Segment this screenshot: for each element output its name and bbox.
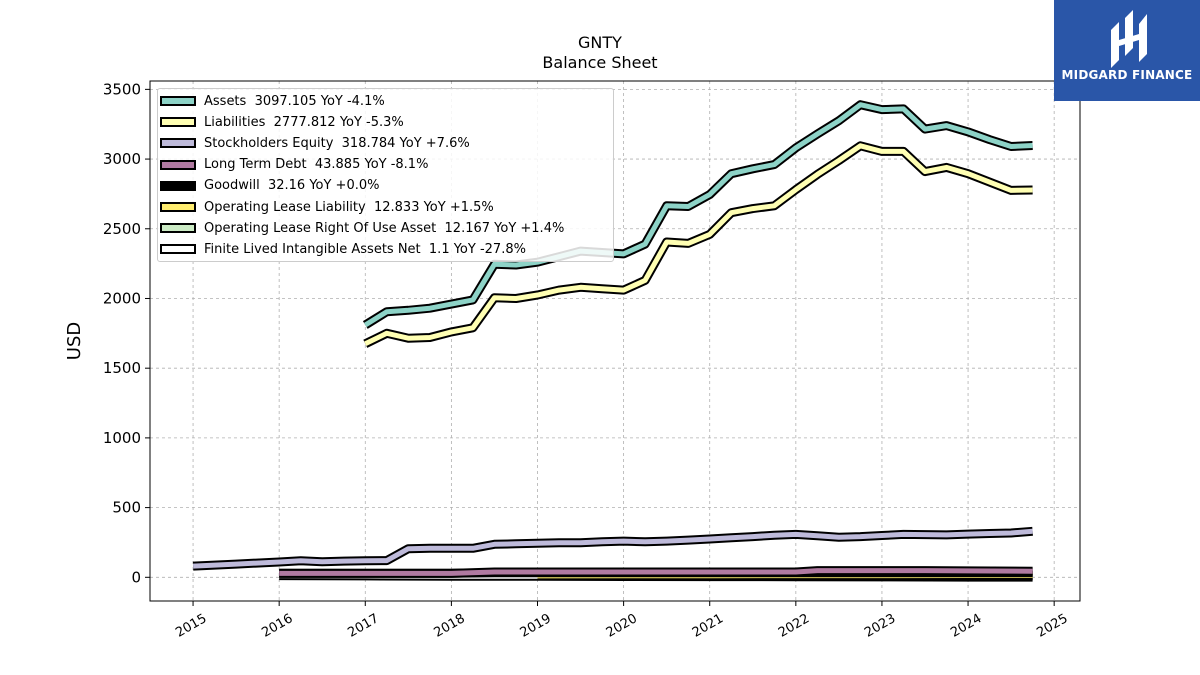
y-axis-label: USD <box>64 322 85 360</box>
chart-title: GNTY <box>578 33 622 52</box>
y-tick-label: 500 <box>112 499 141 517</box>
x-tick-label: 2015 <box>173 611 209 641</box>
y-tick-label: 0 <box>131 568 141 586</box>
legend-entry: Stockholders Equity 318.784 YoY +7.6% <box>158 133 470 153</box>
series-line-stockholders-equity <box>192 528 1033 569</box>
legend-entry: Assets 3097.105 YoY -4.1% <box>158 91 385 111</box>
x-tick-label: 2022 <box>776 611 812 641</box>
legend-swatch <box>160 202 196 212</box>
legend-swatch <box>160 159 196 170</box>
x-tick-label: 2018 <box>432 611 468 641</box>
legend-entry: Goodwill 32.16 YoY +0.0% <box>158 176 379 196</box>
y-tick-label: 1000 <box>103 429 141 447</box>
y-tick-label: 2500 <box>103 220 141 238</box>
legend-entry: Long Term Debt 43.885 YoY -8.1% <box>158 155 428 175</box>
legend-label: Goodwill 32.16 YoY +0.0% <box>204 178 380 194</box>
legend: Assets 3097.105 YoY -4.1% Liabilities 277… <box>157 88 614 262</box>
x-tick-label: 2016 <box>259 611 295 641</box>
x-tick-label: 2019 <box>518 611 554 641</box>
legend-label: Liabilities 2777.812 YoY -5.3% <box>204 114 404 130</box>
x-tick-label: 2017 <box>345 611 381 641</box>
legend-label: Operating Lease Liability 12.833 YoY +1.… <box>204 199 494 215</box>
series-line-liabilities <box>364 143 1033 347</box>
legend-entry: Operating Lease Right Of Use Asset 12.16… <box>158 218 564 238</box>
legend-label: Long Term Debt 43.885 YoY -8.1% <box>204 157 429 173</box>
y-tick-label: 3000 <box>103 150 141 168</box>
legend-swatch <box>160 138 196 149</box>
logo-text: MIDGARD FINANCE <box>1061 68 1193 82</box>
series-line-assets <box>363 102 1033 328</box>
legend-label: Stockholders Equity 318.784 YoY +7.6% <box>204 135 470 151</box>
plot-frame <box>149 80 1081 602</box>
legend-entry: Finite Lived Intangible Assets Net 1.1 Y… <box>158 239 526 259</box>
legend-label: Finite Lived Intangible Assets Net 1.1 Y… <box>204 241 526 257</box>
legend-swatch <box>160 180 196 191</box>
midgard-logo-icon <box>1111 10 1147 68</box>
legend-swatch <box>160 244 196 255</box>
legend-label: Assets 3097.105 YoY -4.1% <box>204 93 385 109</box>
series-layer <box>192 100 1033 582</box>
legend-swatch <box>160 223 196 234</box>
legend-label: Operating Lease Right Of Use Asset 12.16… <box>204 220 565 236</box>
chart-subtitle: Balance Sheet <box>542 53 658 72</box>
legend-swatch <box>160 96 196 106</box>
x-tick-label: 2020 <box>604 611 640 641</box>
y-tick-label: 3500 <box>103 80 141 98</box>
y-tick-label: 1500 <box>103 359 141 377</box>
x-tick-label: 2024 <box>948 611 984 641</box>
legend-entry: Operating Lease Liability 12.833 YoY +1.… <box>158 197 494 217</box>
legend-swatch <box>160 117 196 128</box>
x-tick-label: 2025 <box>1034 611 1070 641</box>
x-tick-label: 2021 <box>690 611 726 641</box>
x-tick-label: 2023 <box>862 611 898 641</box>
legend-entry: Liabilities 2777.812 YoY -5.3% <box>158 112 404 132</box>
y-tick-label: 2000 <box>103 289 141 307</box>
midgard-finance-logo: MIDGARD FINANCE <box>1054 0 1200 101</box>
series-line-long-term-debt <box>279 568 1033 576</box>
